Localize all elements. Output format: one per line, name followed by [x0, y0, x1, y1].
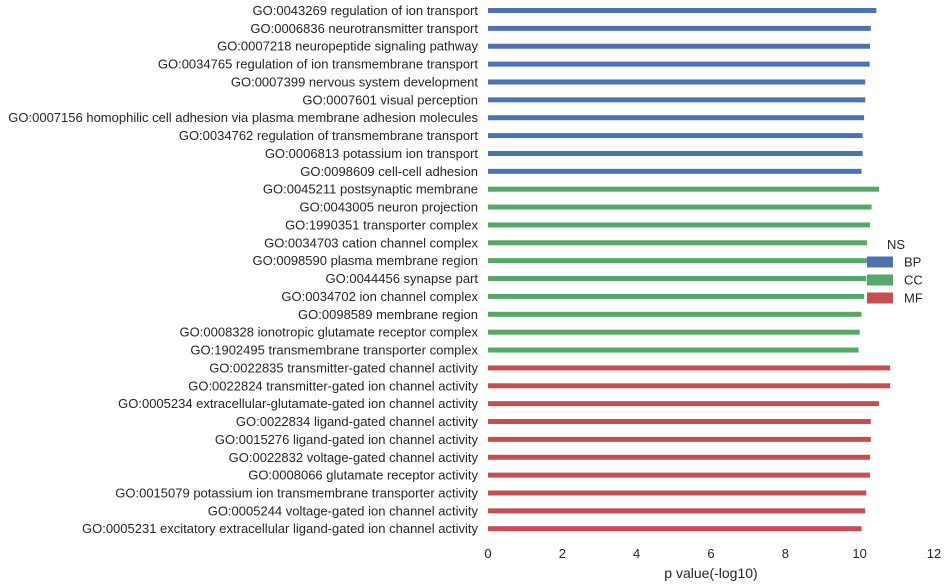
bar	[488, 311, 862, 317]
bar	[488, 472, 871, 478]
category-label: GO:0005244 voltage-gated ion channel act…	[208, 503, 479, 518]
category-label: GO:0007218 neuropeptide signaling pathwa…	[217, 39, 478, 54]
category-label: GO:0015079 potassium ion transmembrane t…	[115, 485, 478, 500]
legend-swatch	[867, 274, 893, 286]
bar	[488, 293, 865, 299]
bar	[488, 186, 879, 192]
category-label: GO:0015276 ligand-gated ion channel acti…	[215, 432, 479, 447]
category-labels: GO:0043269 regulation of ion transport GO…	[8, 3, 478, 536]
bar	[488, 347, 859, 353]
category-label: GO:0008328 ionotropic glutamate receptor…	[180, 325, 479, 340]
bar	[488, 222, 871, 228]
category-label: GO:0007601 visual perception	[302, 92, 478, 107]
bars-layer	[488, 8, 891, 532]
bar	[488, 25, 871, 31]
category-label: GO:1902495 transmembrane transporter com…	[190, 343, 478, 358]
x-tick-label: 0	[484, 546, 491, 561]
x-tick-label: 12	[927, 546, 941, 561]
x-tick-label: 8	[782, 546, 789, 561]
x-tick-label: 4	[633, 546, 640, 561]
bar	[488, 401, 879, 407]
category-label: GO:0005234 extracellular-glutamate-gated…	[118, 396, 478, 411]
category-label: GO:0043269 regulation of ion transport	[253, 3, 479, 18]
legend-swatch	[867, 256, 893, 268]
bar	[488, 133, 863, 139]
bar	[488, 490, 867, 496]
bar	[488, 276, 867, 282]
bar	[488, 168, 862, 174]
legend-label: MF	[904, 291, 923, 306]
bar	[488, 115, 865, 121]
category-label: GO:0098590 plasma membrane region	[253, 253, 478, 268]
legend: NS BP CC MF	[867, 237, 923, 306]
category-label: GO:1990351 transporter complex	[285, 217, 478, 232]
category-label: GO:0034703 cation channel complex	[264, 235, 478, 250]
bar	[488, 240, 868, 246]
bar	[488, 258, 868, 264]
category-label: GO:0098609 cell-cell adhesion	[300, 164, 478, 179]
bar	[488, 43, 871, 49]
category-label: GO:0006836 neurotransmitter transport	[250, 21, 478, 36]
bar	[488, 204, 872, 210]
category-label: GO:0098589 membrane region	[298, 307, 478, 322]
x-axis-ticks: 0 2 4 6 8 10 12	[484, 546, 941, 561]
bar	[488, 150, 863, 156]
category-label: GO:0007156 homophilic cell adhesion via …	[8, 110, 478, 125]
category-label: GO:0034702 ion channel complex	[281, 289, 478, 304]
bar	[488, 97, 866, 103]
bar	[488, 329, 860, 335]
bar	[488, 526, 862, 532]
category-label: GO:0008066 glutamate receptor activity	[248, 468, 478, 483]
category-label: GO:0006813 potassium ion transport	[265, 146, 479, 161]
bar	[488, 419, 871, 425]
x-tick-label: 10	[852, 546, 866, 561]
category-label: GO:0043005 neuron projection	[299, 200, 478, 215]
bar	[488, 79, 866, 85]
category-label: GO:0007399 nervous system development	[231, 74, 479, 89]
category-label: GO:0034765 regulation of ion transmembra…	[158, 57, 479, 72]
bar	[488, 383, 891, 389]
bar	[488, 8, 877, 13]
legend-title: NS	[887, 237, 905, 252]
category-label: GO:0044456 synapse part	[326, 271, 479, 286]
category-label: GO:0022832 voltage-gated channel activit…	[229, 450, 479, 465]
x-axis-title: p value(-log10)	[664, 565, 757, 581]
category-label: GO:0022835 transmitter-gated channel act…	[209, 360, 478, 375]
category-label: GO:0045211 postsynaptic membrane	[263, 182, 478, 197]
legend-swatch	[867, 292, 893, 304]
category-label: GO:0022824 transmitter-gated ion channel…	[188, 378, 478, 393]
category-label: GO:0005231 excitatory extracellular liga…	[82, 521, 479, 536]
category-label: GO:0034762 regulation of transmembrane t…	[179, 128, 479, 143]
bar	[488, 436, 871, 442]
x-tick-label: 6	[707, 546, 714, 561]
legend-label: BP	[904, 255, 921, 270]
bar	[488, 365, 891, 371]
category-label: GO:0022834 ligand-gated channel activity	[236, 414, 479, 429]
bar	[488, 454, 871, 460]
x-tick-label: 2	[559, 546, 566, 561]
bar	[488, 508, 866, 514]
bar	[488, 61, 870, 67]
legend-label: CC	[904, 273, 923, 288]
